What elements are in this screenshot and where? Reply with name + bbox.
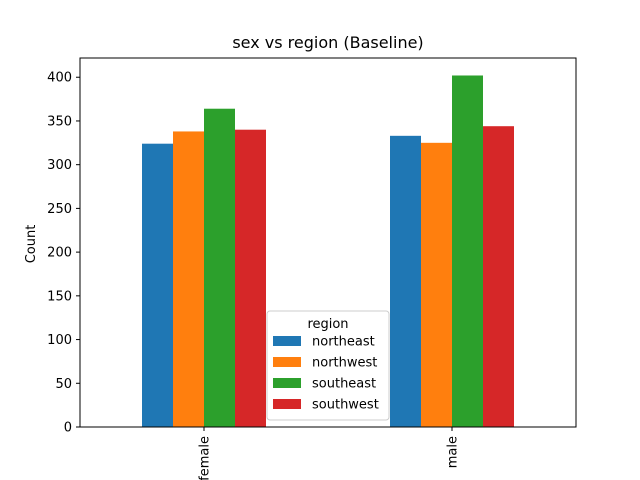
- y-tick-label: 0: [64, 421, 72, 436]
- y-tick-label: 350: [47, 114, 72, 129]
- x-tick-label: male: [446, 436, 461, 468]
- legend-label-southwest: southwest: [312, 398, 379, 413]
- chart-title: sex vs region (Baseline): [232, 33, 423, 52]
- legend-label-northwest: northwest: [312, 356, 377, 371]
- bar-northwest-female: [173, 131, 204, 427]
- bar-northeast-female: [142, 143, 173, 427]
- bar-northeast-male: [390, 135, 421, 428]
- legend: region northeast northwest southeast southw…: [266, 310, 390, 421]
- bar-southeast-male: [452, 75, 483, 427]
- legend-swatch-southeast: [273, 378, 301, 388]
- y-tick-label: 400: [47, 71, 72, 86]
- y-axis-label: Count: [24, 225, 39, 264]
- legend-label-northeast: northeast: [312, 335, 375, 350]
- y-tick-label: 300: [47, 158, 72, 173]
- y-tick-label: 250: [47, 202, 72, 217]
- y-tick-label: 200: [47, 246, 72, 261]
- bar-southwest-male: [483, 126, 514, 427]
- legend-label-southeast: southeast: [312, 377, 376, 392]
- bar-southwest-female: [235, 129, 266, 427]
- bar-northwest-male: [421, 142, 452, 427]
- legend-title: region: [307, 317, 348, 332]
- bar-southeast-female: [204, 108, 235, 427]
- legend-swatch-northeast: [273, 336, 301, 346]
- axes-frame: [79, 57, 577, 428]
- y-tick-label: 50: [55, 377, 72, 392]
- legend-swatch-southwest: [273, 399, 301, 409]
- y-tick-label: 100: [47, 333, 72, 348]
- x-tick-label: female: [198, 436, 213, 480]
- y-tick-label: 150: [47, 289, 72, 304]
- legend-swatch-northwest: [273, 357, 301, 367]
- plot-area: 0 50 100 150 200 250 300 350 400 female male: [47, 57, 577, 480]
